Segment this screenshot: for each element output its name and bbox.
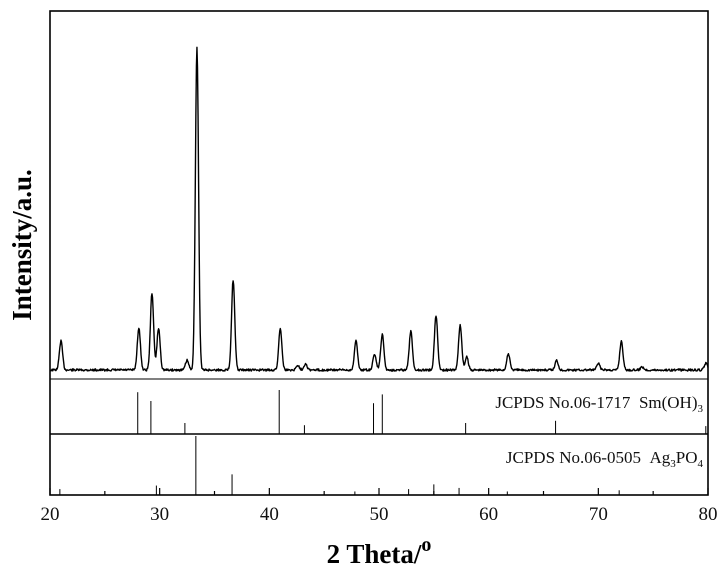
reference-label-sm-oh-3: JCPDS No.06-1717 Sm(OH)3 [495,393,703,415]
formula-text: PO [676,448,698,467]
formula-subscript: 3 [698,403,704,415]
y-axis-title: Intensity/a.u. [7,169,37,321]
x-tick-label: 30 [150,504,169,525]
x-axis-degree-symbol: o [421,534,431,556]
reference-label-ag3po4: JCPDS No.06-0505 Ag3PO4 [506,448,704,470]
x-tick-label: 60 [479,504,498,525]
x-axis-ticks [50,488,708,495]
x-tick-label: 40 [260,504,279,525]
x-tick-label: 80 [699,504,718,525]
xrd-pattern-line [50,47,708,371]
x-axis-tick-labels: 20 30 40 50 60 70 80 [41,504,718,525]
x-axis-title-text: 2 Theta/ [327,539,422,569]
formula-subscript: 4 [698,458,704,470]
plot-frame [50,11,708,495]
x-tick-label: 50 [370,504,389,525]
x-axis-title: 2 Theta/o [327,534,432,569]
x-tick-label: 20 [41,504,60,525]
formula-text: Ag [649,448,670,467]
reference-card-number: JCPDS No.06-1717 [495,393,639,412]
x-tick-label: 70 [589,504,608,525]
formula-text: Sm(OH) [639,393,698,412]
reference-card-number: JCPDS No.06-0505 [506,448,650,467]
